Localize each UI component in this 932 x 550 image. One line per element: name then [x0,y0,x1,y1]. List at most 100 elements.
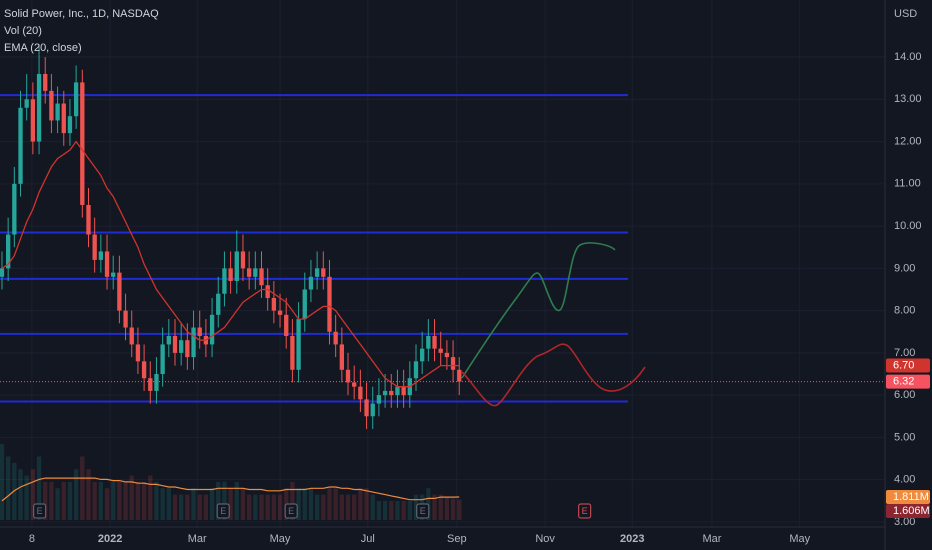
candle-body [240,251,246,269]
volume-bar [327,488,332,520]
projection-red [461,343,646,407]
volume-bar [111,481,116,520]
candle-body [302,289,307,320]
volume-bar [185,494,190,520]
candle-body [80,82,85,205]
candle-body [457,369,462,382]
candle-body [67,116,73,134]
candle-body [197,327,202,336]
candle-body [185,340,190,358]
candle-body [370,403,375,417]
x-tick-label: Mar [703,533,722,545]
y-tick-label: 10.00 [894,220,922,232]
volume-bar [407,500,412,520]
volume-bar [302,488,307,520]
volume-bar [98,481,104,520]
candle-body [426,335,431,349]
candle-body [209,314,215,345]
volume-bar [80,456,85,520]
y-tick-label: 11.00 [894,178,921,190]
candle-body [290,335,295,370]
volume-bar [308,488,314,520]
volume-bar [36,456,42,520]
volume-ma-last-label: 1.811M [893,491,929,503]
volume-bar [154,481,159,520]
candle-body [234,251,239,282]
volume-bar [222,481,227,520]
volume-bar [216,481,221,520]
candle-body [129,327,134,345]
y-tick-label: 13.00 [894,93,922,105]
candle-body [284,314,289,336]
candle-body [111,272,116,277]
candle-body [265,285,270,298]
candle-body [401,386,406,396]
candle-body [352,382,357,387]
volume-bar [123,481,128,520]
x-tick-label: Jul [361,533,375,545]
y-tick-label: 3.00 [894,516,915,528]
event-label: E [420,506,426,516]
candle-body [166,335,171,345]
volume-bar [370,494,375,520]
volume-bar [160,488,165,520]
volume-bar [55,488,60,520]
y-tick-label: 5.00 [894,431,915,443]
volume-bar [321,494,326,520]
ema-last-box [886,358,930,373]
candle-body [432,335,437,349]
volume-bar [0,443,5,520]
volume-bar [246,494,252,520]
candle-body [154,374,159,391]
volume-bar [265,494,270,520]
volume-bar [389,500,394,520]
y-tick-label: 14.00 [894,51,922,63]
x-tick-label: May [270,533,291,545]
candle-body [216,293,221,315]
candle-body [49,90,54,121]
candle-body [73,82,79,117]
volume-bar [61,481,66,520]
candle-body [5,234,11,269]
event-marker [33,503,47,519]
event-label: E [37,506,43,516]
volume-bar [450,498,456,520]
volume-bar [43,481,48,520]
volume-bar [438,494,443,520]
volume-bar [179,494,184,520]
candle-body [61,103,66,134]
volume-bar [259,494,264,520]
volume-ma-last-box [886,490,930,505]
y-tick-label: 7.00 [894,347,915,359]
candle-body [43,73,48,91]
event-marker [284,503,298,519]
levels [0,94,628,403]
volume-bar [209,488,215,520]
volume-bar [395,500,400,520]
candle-body [160,344,165,375]
candle-body [135,344,141,362]
candle-body [36,73,42,142]
candle-body [172,335,178,353]
volume-bar [73,469,79,520]
candle-body [12,183,17,235]
y-tick-label: 12.00 [894,135,922,147]
y-tick-label: 4.00 [894,474,915,486]
volume-bar [271,494,277,520]
volume-bar [401,500,406,520]
volume-bar [314,494,320,520]
candle-body [327,276,332,332]
candle-body [148,378,153,391]
close-last-label: 6.32 [893,376,914,388]
volume-bar [432,494,437,520]
event-marker [578,503,592,519]
y-tick-label: 9.00 [894,262,915,274]
candle-body [191,327,196,358]
volume-bar [234,481,239,520]
legend-title: Solid Power, Inc., 1D, NASDAQ [4,8,159,20]
candle-body [296,319,301,370]
candle-body [395,386,400,396]
x-tick-label: 8 [29,533,35,545]
volume-bar [296,488,301,520]
